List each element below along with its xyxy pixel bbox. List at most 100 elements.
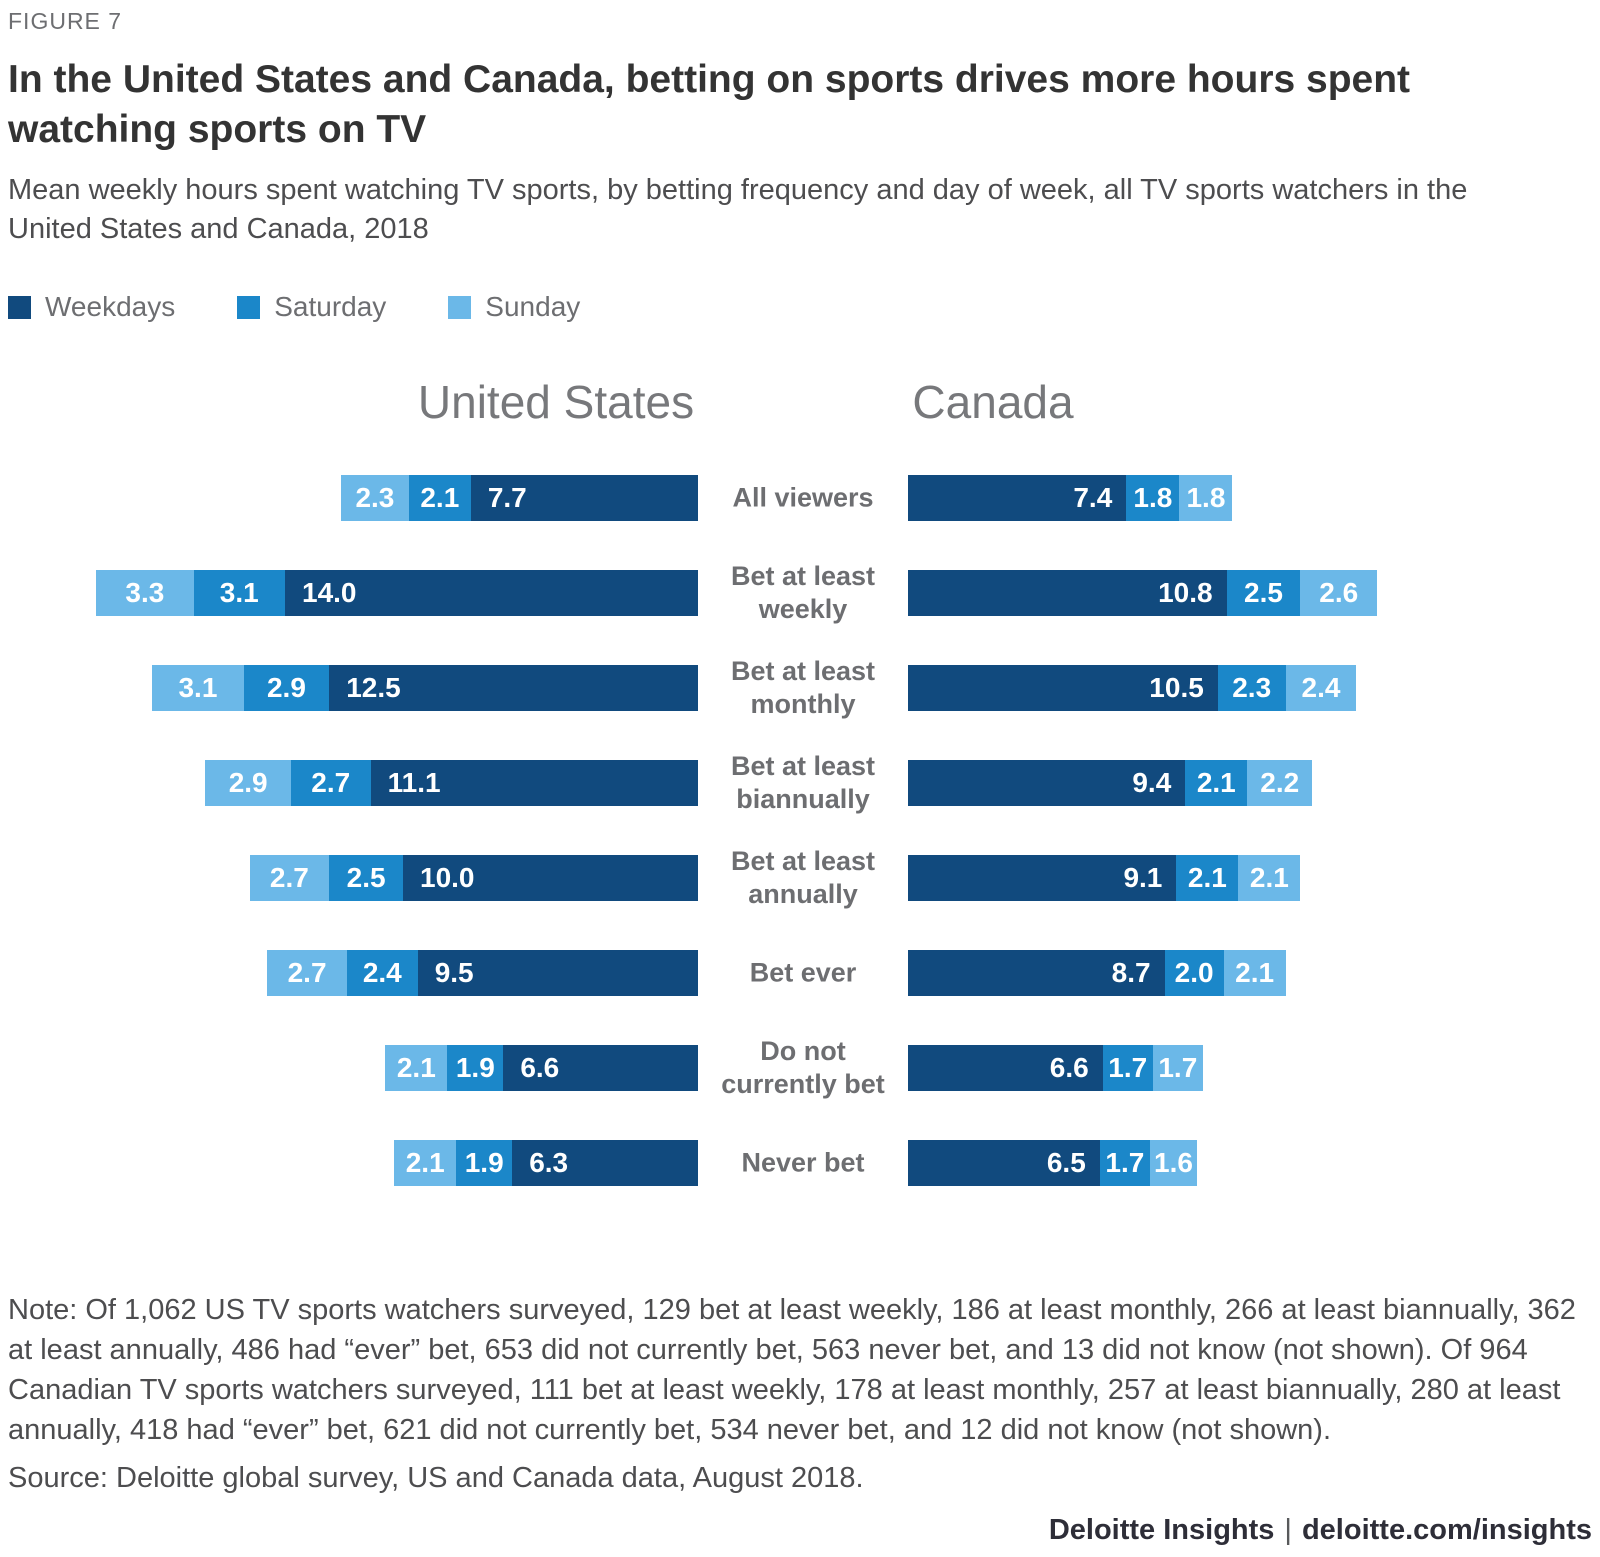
bar-value-label: 1.6 [1154, 1147, 1193, 1179]
canada-stacked-bar: 9.4 2.1 2.2 [908, 760, 1313, 807]
bar-value-label: 2.4 [1301, 672, 1341, 704]
bar-value-label: 11.1 [387, 767, 441, 799]
panel-header-canada: Canada [912, 376, 1074, 429]
bar-value-label: 6.5 [1046, 1147, 1086, 1179]
panel-header-united-states: United States [417, 376, 695, 429]
bar-value-label: 12.5 [346, 672, 401, 704]
bar-segment-sunday: 1.8 [1179, 475, 1233, 522]
weekdays-swatch-icon [8, 295, 31, 319]
bar-value-label: 2.1 [1187, 862, 1227, 894]
category-label: Bet at least annually [730, 846, 876, 910]
bar-segment-saturday: 1.8 [1126, 475, 1180, 522]
bar-segment-weekdays: 6.6 [503, 1045, 698, 1092]
category-label-cell: Bet at least monthly [698, 656, 908, 719]
legend-item-saturday: Saturday [237, 291, 386, 323]
bar-value-label: 3.3 [125, 577, 165, 609]
bar-value-label: 2.9 [266, 672, 306, 704]
bar-value-label: 14.0 [302, 577, 357, 609]
category-label-cell: Bet at least weekly [698, 561, 908, 624]
bar-segment-weekdays: 12.5 [329, 665, 698, 712]
bar-segment-sunday: 2.7 [267, 950, 347, 997]
category-label: Never bet [741, 1147, 865, 1178]
bar-value-label: 2.5 [346, 862, 386, 894]
us-stacked-bar: 2.1 1.9 6.3 [394, 1140, 698, 1187]
bar-segment-saturday: 2.1 [1185, 760, 1248, 807]
us-bar-cell: 2.9 2.7 11.1 [8, 760, 698, 807]
bar-value-label: 2.5 [1244, 577, 1283, 609]
canada-stacked-bar: 6.6 1.7 1.7 [908, 1045, 1203, 1092]
canada-bar-cell: 9.4 2.1 2.2 [908, 760, 1592, 807]
panel-headers: United States Canada [8, 375, 1592, 449]
bar-segment-weekdays: 11.1 [370, 760, 698, 807]
sunday-swatch-icon [448, 295, 472, 319]
bar-value-label: 1.8 [1133, 482, 1173, 514]
category-label-cell: Bet ever [698, 950, 908, 996]
canada-stacked-bar: 9.1 2.1 2.1 [908, 855, 1301, 902]
bar-segment-weekdays: 10.0 [403, 855, 698, 902]
bar-segment-weekdays: 14.0 [285, 570, 698, 617]
bar-value-label: 2.9 [228, 767, 268, 799]
bar-value-label: 10.5 [1149, 672, 1204, 704]
bar-segment-sunday: 2.1 [1238, 855, 1301, 902]
us-stacked-bar: 2.1 1.9 6.6 [385, 1045, 698, 1092]
bar-value-label: 7.4 [1073, 482, 1113, 514]
us-bar-cell: 2.1 1.9 6.3 [8, 1140, 698, 1187]
bar-value-label: 1.7 [1105, 1147, 1145, 1179]
bar-value-label: 1.9 [464, 1147, 504, 1179]
us-stacked-bar: 3.1 2.9 12.5 [152, 665, 698, 712]
canada-bar-cell: 9.1 2.1 2.1 [908, 855, 1592, 902]
bar-segment-saturday: 1.9 [456, 1140, 513, 1187]
chart-rows: 2.3 2.1 7.7 All viewers 7.4 1.8 1.8 3.3 3.1 14.0 B… [8, 475, 1592, 1187]
bar-segment-sunday: 2.3 [341, 475, 409, 522]
us-bar-cell: 2.1 1.9 6.6 [8, 1045, 698, 1092]
category-label: Bet at least monthly [730, 656, 876, 720]
canada-stacked-bar: 7.4 1.8 1.8 [908, 475, 1233, 522]
bar-segment-saturday: 2.1 [1176, 855, 1239, 902]
canada-stacked-bar: 10.5 2.3 2.4 [908, 665, 1357, 712]
bar-segment-saturday: 2.4 [346, 950, 418, 997]
bar-value-label: 1.7 [1158, 1052, 1198, 1084]
category-label: Do not currently bet [721, 1036, 885, 1100]
category-label-cell: Do not currently bet [698, 1036, 908, 1099]
legend-label-sunday: Sunday [485, 291, 581, 323]
category-label: Bet at least weekly [730, 561, 876, 625]
bar-value-label: 2.7 [287, 957, 327, 989]
bar-segment-weekdays: 7.7 [470, 475, 698, 522]
us-stacked-bar: 2.7 2.5 10.0 [249, 855, 698, 902]
bar-segment-sunday: 3.3 [96, 570, 194, 617]
chart-row: 2.1 1.9 6.6 Do not currently bet 6.6 1.7 1.7 [8, 1036, 1592, 1099]
bar-value-label: 2.1 [1249, 862, 1289, 894]
canada-bar-cell: 6.6 1.7 1.7 [908, 1045, 1592, 1092]
canada-bar-cell: 7.4 1.8 1.8 [908, 475, 1592, 522]
bar-segment-sunday: 2.1 [1223, 950, 1286, 997]
us-bar-cell: 2.7 2.4 9.5 [8, 950, 698, 997]
bar-value-label: 2.4 [362, 957, 402, 989]
bar-segment-sunday: 3.1 [152, 665, 244, 712]
bar-value-label: 9.5 [434, 957, 474, 989]
bar-segment-saturday: 2.3 [1217, 665, 1286, 712]
legend: Weekdays Saturday Sunday [8, 291, 1592, 323]
note-text: Note: Of 1,062 US TV sports watchers sur… [8, 1294, 1576, 1447]
bar-segment-weekdays: 6.3 [512, 1140, 698, 1187]
canada-stacked-bar: 8.7 2.0 2.1 [908, 950, 1286, 997]
bar-segment-weekdays: 7.4 [908, 475, 1127, 522]
bar-segment-sunday: 2.7 [249, 855, 330, 902]
bar-segment-saturday: 2.1 [408, 475, 471, 522]
bar-segment-weekdays: 9.4 [908, 760, 1186, 807]
us-bar-cell: 2.3 2.1 7.7 [8, 475, 698, 522]
chart-row: 2.9 2.7 11.1 Bet at least biannually 9.4 2.1 2… [8, 751, 1592, 814]
figure-label: FIGURE 7 [8, 8, 123, 34]
bar-segment-weekdays: 9.5 [417, 950, 698, 997]
bar-segment-sunday: 2.9 [205, 760, 291, 807]
canada-bar-cell: 8.7 2.0 2.1 [908, 950, 1592, 997]
bar-segment-sunday: 2.2 [1247, 760, 1313, 807]
chart-row: 2.7 2.4 9.5 Bet ever 8.7 2.0 2.1 [8, 950, 1592, 997]
bar-segment-weekdays: 6.5 [908, 1140, 1100, 1187]
legend-item-sunday: Sunday [448, 291, 580, 323]
category-label-cell: Bet at least biannually [698, 751, 908, 814]
category-label: Bet ever [749, 957, 857, 988]
bar-segment-saturday: 1.9 [447, 1045, 504, 1092]
bar-segment-saturday: 2.0 [1164, 950, 1224, 997]
bar-value-label: 7.7 [487, 482, 527, 514]
us-bar-cell: 3.1 2.9 12.5 [8, 665, 698, 712]
